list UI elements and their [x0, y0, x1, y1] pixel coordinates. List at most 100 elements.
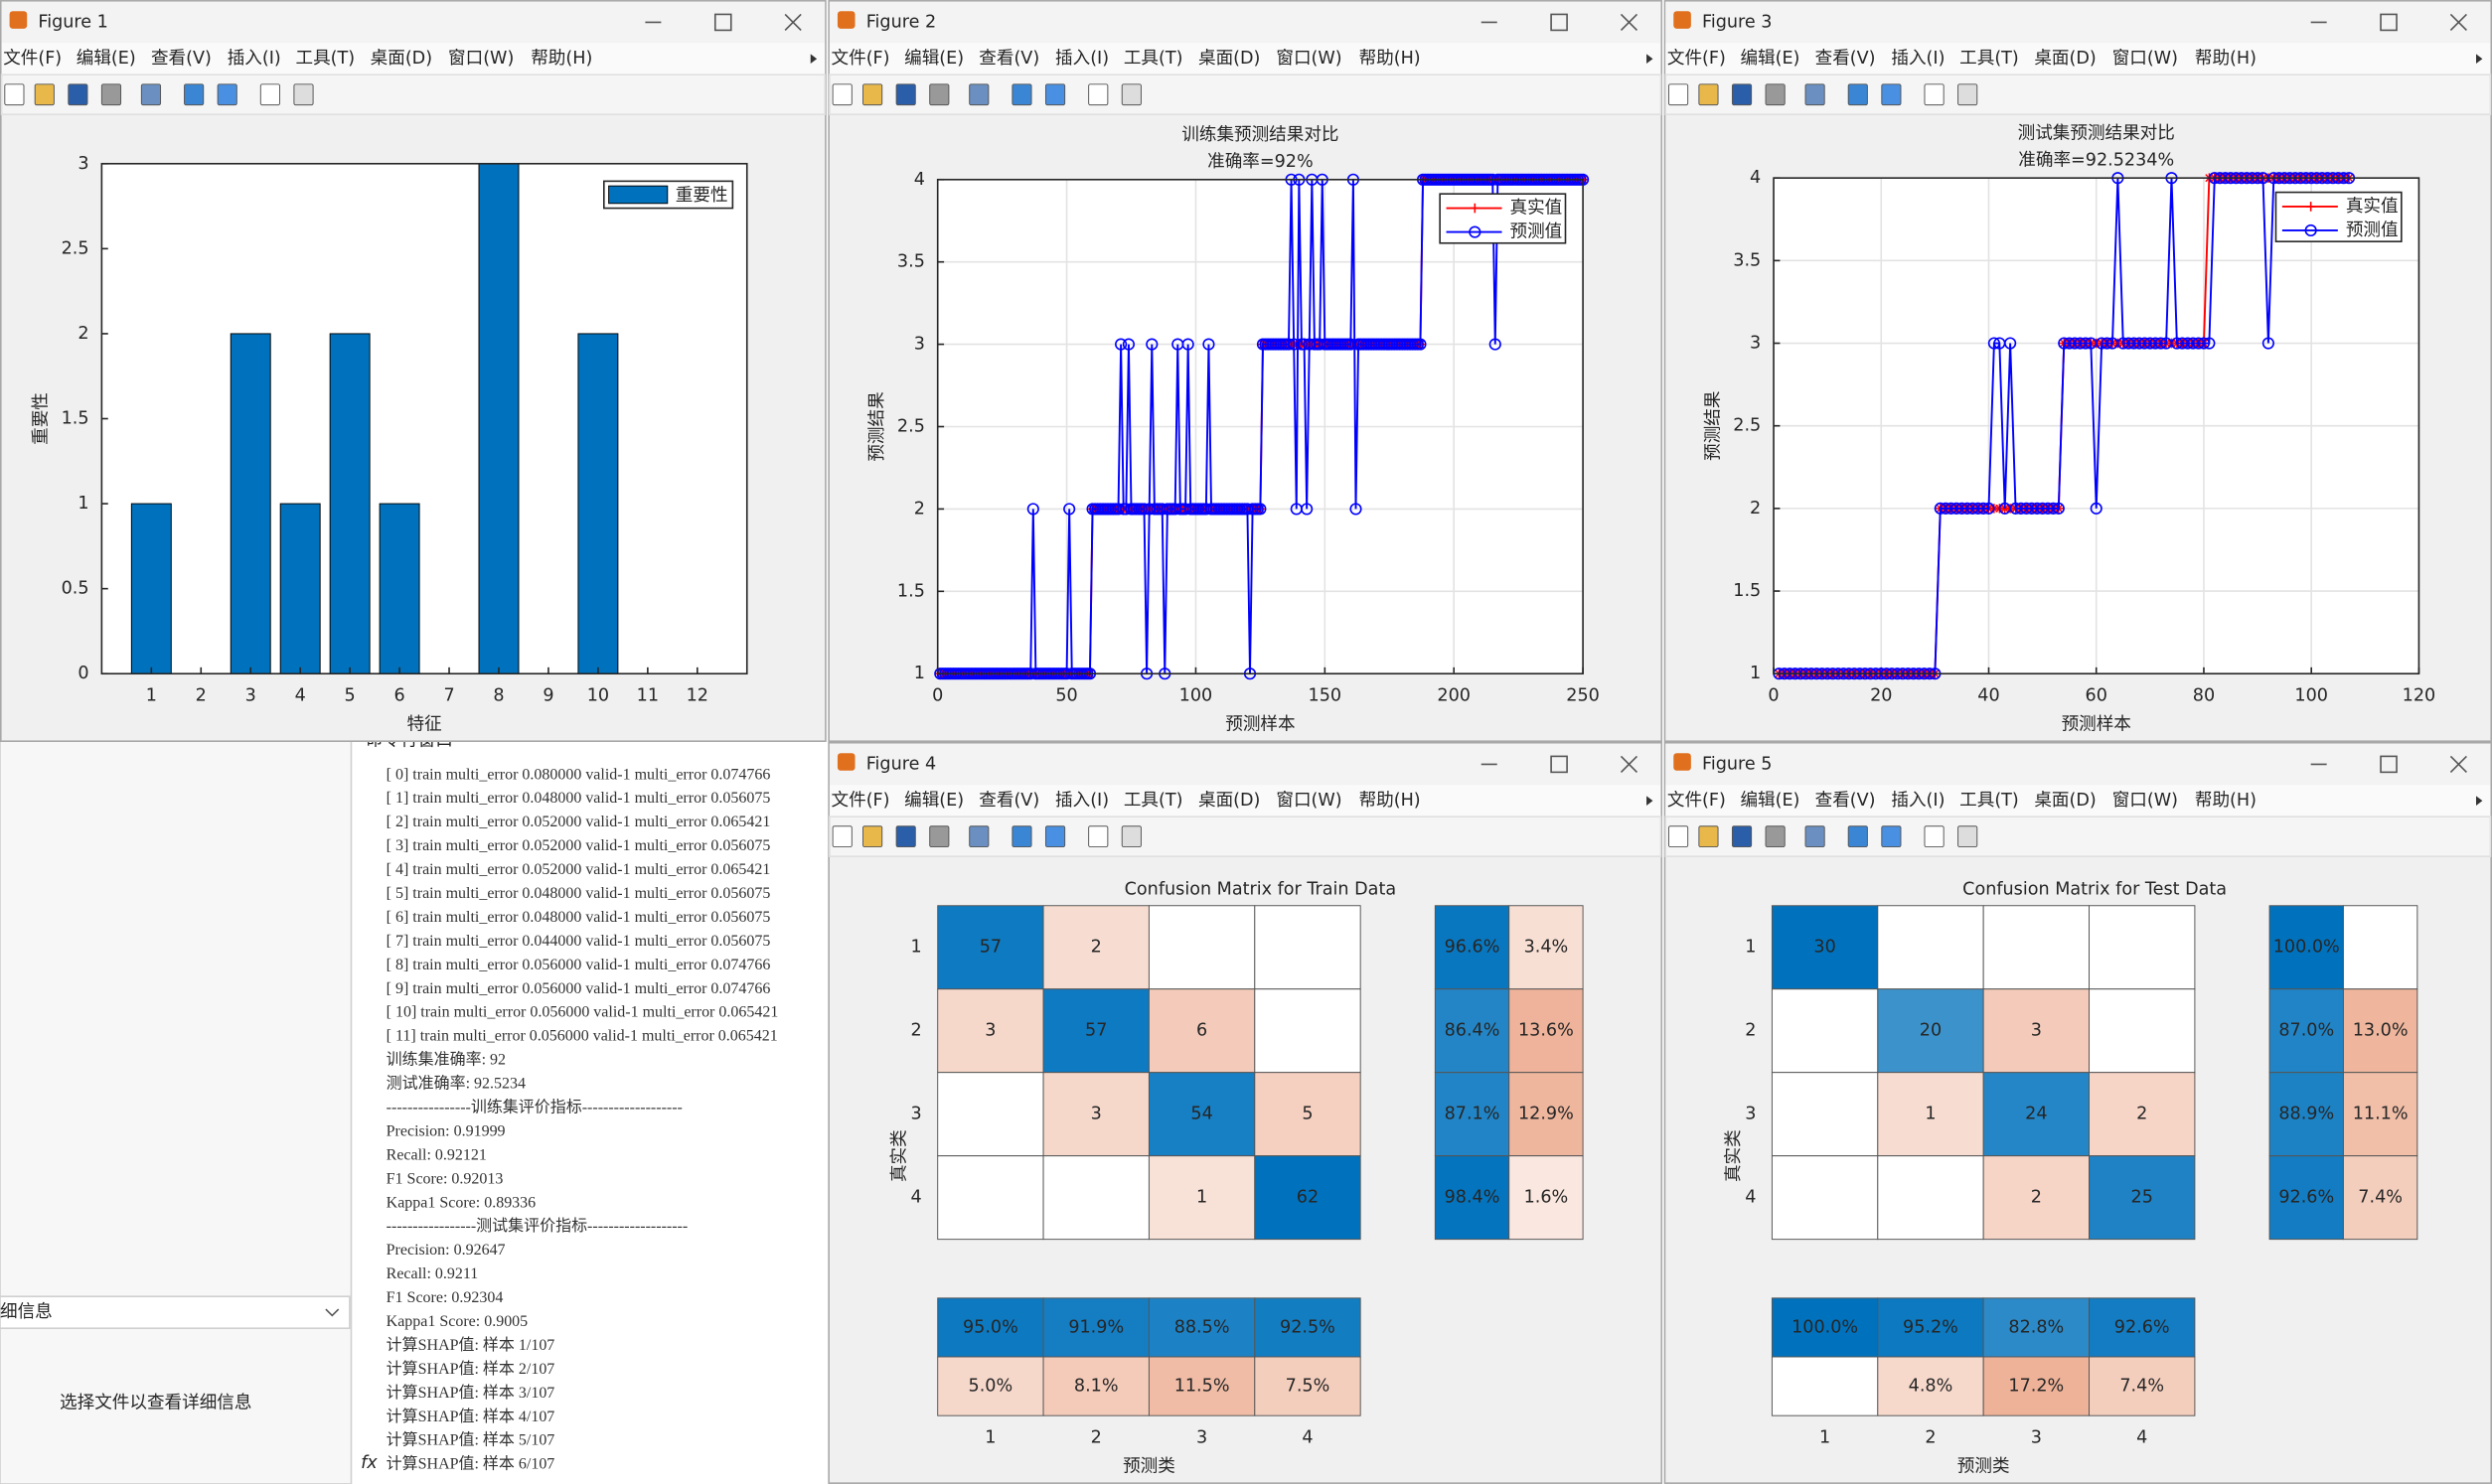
- menu-item[interactable]: 桌面(D): [1198, 49, 1260, 69]
- menu-item[interactable]: 工具(T): [1124, 791, 1183, 811]
- menu-item[interactable]: 文件(F): [832, 791, 890, 811]
- menu-item[interactable]: 插入(I): [1891, 791, 1945, 811]
- toolbar-button[interactable]: [1121, 825, 1142, 848]
- toolbar-button[interactable]: [4, 83, 25, 106]
- menu-item[interactable]: 窗口(W): [1276, 49, 1341, 69]
- menu-item[interactable]: 查看(V): [151, 49, 212, 69]
- toolbar-button[interactable]: [1731, 83, 1753, 106]
- toolbar-button[interactable]: [217, 83, 237, 106]
- command-prompt[interactable]: fx: [361, 1453, 378, 1473]
- menu-item[interactable]: 编辑(E): [904, 49, 964, 69]
- toolbar-button[interactable]: [1667, 825, 1689, 848]
- menu-item[interactable]: 工具(T): [1959, 791, 2019, 811]
- toolbar-button[interactable]: [1924, 83, 1945, 106]
- close-button[interactable]: [1620, 755, 1638, 773]
- menu-item[interactable]: 窗口(W): [2112, 791, 2178, 811]
- toolbar-button[interactable]: [1698, 83, 1719, 106]
- close-button[interactable]: [1620, 13, 1638, 31]
- toolbar-button[interactable]: [100, 83, 122, 106]
- toolbar-button[interactable]: [862, 83, 883, 106]
- menu-item[interactable]: 编辑(E): [904, 791, 964, 811]
- maximize-button[interactable]: [1550, 755, 1568, 774]
- menu-item[interactable]: 插入(I): [1891, 49, 1945, 69]
- toolbar-button[interactable]: [862, 825, 883, 848]
- toolbar-button[interactable]: [184, 83, 205, 106]
- menu-item[interactable]: 编辑(E): [1740, 791, 1799, 811]
- menu-overflow[interactable]: [810, 54, 818, 65]
- toolbar-button[interactable]: [1957, 825, 1978, 848]
- toolbar-button[interactable]: [1881, 83, 1902, 106]
- menu-item[interactable]: 帮助(H): [1359, 791, 1421, 811]
- toolbar-button[interactable]: [969, 83, 990, 106]
- toolbar-button[interactable]: [832, 83, 853, 106]
- toolbar-button[interactable]: [1667, 83, 1689, 106]
- toolbar-button[interactable]: [1698, 825, 1719, 848]
- toolbar-button[interactable]: [1957, 83, 1978, 106]
- toolbar-button[interactable]: [1765, 825, 1786, 848]
- toolbar-button[interactable]: [1924, 825, 1945, 848]
- close-button[interactable]: [784, 13, 802, 31]
- menu-overflow[interactable]: [1646, 54, 1653, 65]
- toolbar-button[interactable]: [1731, 825, 1753, 848]
- toolbar-button[interactable]: [1847, 825, 1868, 848]
- menu-overflow[interactable]: [1646, 796, 1653, 806]
- toolbar-button[interactable]: [1088, 825, 1109, 848]
- toolbar-button[interactable]: [1012, 825, 1032, 848]
- menu-item[interactable]: 编辑(E): [1740, 49, 1799, 69]
- menu-item[interactable]: 插入(I): [1055, 791, 1109, 811]
- toolbar-button[interactable]: [1804, 83, 1825, 106]
- toolbar-button[interactable]: [929, 825, 950, 848]
- menu-item[interactable]: 窗口(W): [2112, 49, 2178, 69]
- menu-item[interactable]: 帮助(H): [2195, 791, 2257, 811]
- toolbar-button[interactable]: [1044, 825, 1066, 848]
- toolbar-button[interactable]: [1121, 83, 1142, 106]
- maximize-button[interactable]: [2380, 13, 2398, 32]
- menu-item[interactable]: 文件(F): [3, 49, 62, 69]
- toolbar-button[interactable]: [895, 825, 916, 848]
- toolbar-button[interactable]: [832, 825, 853, 848]
- toolbar-button[interactable]: [259, 83, 280, 106]
- menu-item[interactable]: 桌面(D): [2034, 791, 2096, 811]
- toolbar-button[interactable]: [34, 83, 55, 106]
- menu-item[interactable]: 文件(F): [832, 49, 890, 69]
- menu-item[interactable]: 查看(V): [1815, 49, 1876, 69]
- menu-item[interactable]: 桌面(D): [1198, 791, 1260, 811]
- toolbar-button[interactable]: [895, 83, 916, 106]
- toolbar-button[interactable]: [1847, 83, 1868, 106]
- menu-item[interactable]: 插入(I): [1055, 49, 1109, 69]
- toolbar-button[interactable]: [68, 83, 88, 106]
- menu-item[interactable]: 帮助(H): [2195, 49, 2257, 69]
- menu-item[interactable]: 窗口(W): [448, 49, 514, 69]
- menu-item[interactable]: 桌面(D): [2034, 49, 2096, 69]
- menu-item[interactable]: 查看(V): [979, 49, 1039, 69]
- maximize-button[interactable]: [713, 13, 732, 32]
- menu-item[interactable]: 窗口(W): [1276, 791, 1341, 811]
- toolbar-button[interactable]: [1881, 825, 1902, 848]
- maximize-button[interactable]: [1550, 13, 1568, 32]
- toolbar-button[interactable]: [1012, 83, 1032, 106]
- toolbar-button[interactable]: [140, 83, 162, 106]
- menu-item[interactable]: 工具(T): [1959, 49, 2019, 69]
- menu-item[interactable]: 文件(F): [1667, 49, 1726, 69]
- toolbar-button[interactable]: [969, 825, 990, 848]
- toolbar-button[interactable]: [929, 83, 950, 106]
- menu-overflow[interactable]: [2476, 54, 2483, 65]
- menu-item[interactable]: 工具(T): [1124, 49, 1183, 69]
- menu-item[interactable]: 插入(I): [228, 49, 281, 69]
- menu-item[interactable]: 编辑(E): [77, 49, 136, 69]
- menu-overflow[interactable]: [2476, 796, 2483, 806]
- menu-item[interactable]: 文件(F): [1667, 791, 1726, 811]
- maximize-button[interactable]: [2380, 755, 2398, 774]
- toolbar-button[interactable]: [1044, 83, 1066, 106]
- menu-item[interactable]: 查看(V): [979, 791, 1039, 811]
- toolbar-button[interactable]: [1765, 83, 1786, 106]
- menu-item[interactable]: 帮助(H): [1359, 49, 1421, 69]
- menu-item[interactable]: 帮助(H): [531, 49, 592, 69]
- toolbar-button[interactable]: [293, 83, 314, 106]
- menu-item[interactable]: 查看(V): [1815, 791, 1876, 811]
- close-button[interactable]: [2449, 13, 2467, 31]
- menu-item[interactable]: 工具(T): [296, 49, 356, 69]
- menu-item[interactable]: 桌面(D): [371, 49, 432, 69]
- collapse-chevron[interactable]: [325, 1308, 340, 1317]
- close-button[interactable]: [2449, 755, 2467, 773]
